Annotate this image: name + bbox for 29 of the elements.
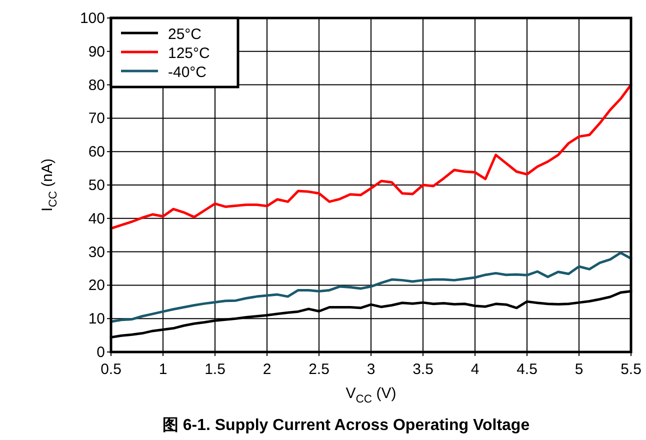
line-series	[110, 252, 632, 323]
y-tick-label: 40	[88, 210, 105, 228]
y-tick-label: 0	[96, 344, 105, 361]
y-tick-label: 100	[80, 10, 105, 27]
x-tick-label: 0.5	[100, 361, 122, 378]
x-tick-label: 4.5	[516, 361, 538, 378]
x-tick-label: 3	[366, 361, 376, 378]
x-tick-label: 1.5	[204, 361, 226, 378]
x-tick-label: 1	[158, 361, 168, 378]
x-axis-title: V$_{CC}$ (V)	[346, 385, 396, 406]
text: 图 6-1. Supply Current Across Operating Voltage	[162, 417, 530, 434]
y-tick-label: 20	[88, 277, 105, 294]
x-tick-label: 2.5	[308, 361, 330, 378]
legend-label: 25°C	[168, 26, 202, 43]
y-tick-label: 90	[88, 43, 105, 60]
y-tick-label: 80	[88, 76, 105, 94]
x-tick-label: 4	[470, 361, 480, 378]
y-tick-label: 60	[88, 144, 105, 161]
x-tick-label: 5.5	[620, 361, 642, 378]
x-tick-label: 5	[574, 361, 584, 378]
legend-label: 125°C	[168, 45, 210, 62]
y-tick-label: 30	[88, 244, 105, 261]
line-series	[110, 84, 632, 230]
x-tick-label: 2	[262, 361, 272, 378]
y-tick-label: 10	[88, 310, 105, 328]
y-tick-label: 50	[88, 177, 105, 194]
y-tick-label: 70	[88, 110, 105, 128]
x-tick-label: 3.5	[412, 361, 434, 378]
legend-label: -40°C	[168, 64, 207, 81]
